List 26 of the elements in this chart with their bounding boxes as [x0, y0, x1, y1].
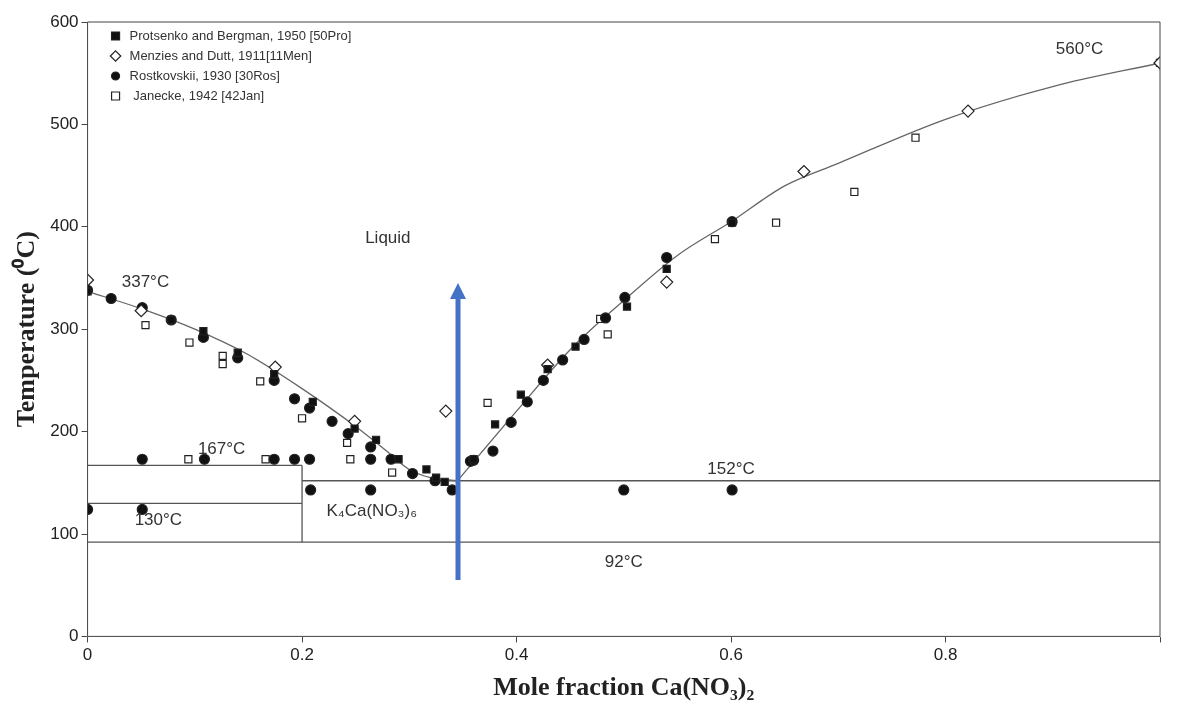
- legend-label: Janecke, 1942 [42Jan]: [129, 87, 264, 103]
- annotation: 130°C: [134, 510, 183, 530]
- annotation: 92°C: [604, 552, 643, 572]
- legend-label: Rostkovskii, 1930 [30Ros]: [129, 67, 280, 83]
- annotation: 152°C: [707, 459, 755, 479]
- x-tick-label: 0.6: [719, 645, 743, 665]
- x-tick-label: 0.2: [290, 645, 314, 665]
- annotation: 560°C: [1055, 39, 1104, 59]
- x-tick-label: 0: [82, 645, 93, 665]
- y-tick-label: 600: [50, 11, 79, 31]
- y-tick-label: 100: [50, 523, 79, 543]
- y-tick-label: 500: [50, 114, 79, 134]
- legend-label: Menzies and Dutt, 1911[11Men]: [129, 47, 312, 63]
- y-tick-label: 0: [69, 626, 79, 646]
- annotation: 167°C: [197, 438, 246, 458]
- y-tick-label: 200: [50, 421, 79, 441]
- x-tick-label: 0.4: [504, 645, 529, 665]
- x-tick-label: 0.8: [933, 645, 958, 665]
- y-tick-label: 300: [50, 318, 79, 338]
- annotation: Liquid: [365, 227, 411, 247]
- y-tick-label: 400: [50, 216, 79, 236]
- x-axis-title: Mole fraction Ca(NO₃)₂: [493, 672, 755, 702]
- annotation: K₄Ca(NO₃)₆: [326, 501, 418, 521]
- annotation: 337°C: [121, 271, 170, 291]
- y-axis-title: Temperature (⁰C): [11, 231, 41, 428]
- legend-label: Protsenko and Bergman, 1950 [50Pro]: [129, 27, 352, 43]
